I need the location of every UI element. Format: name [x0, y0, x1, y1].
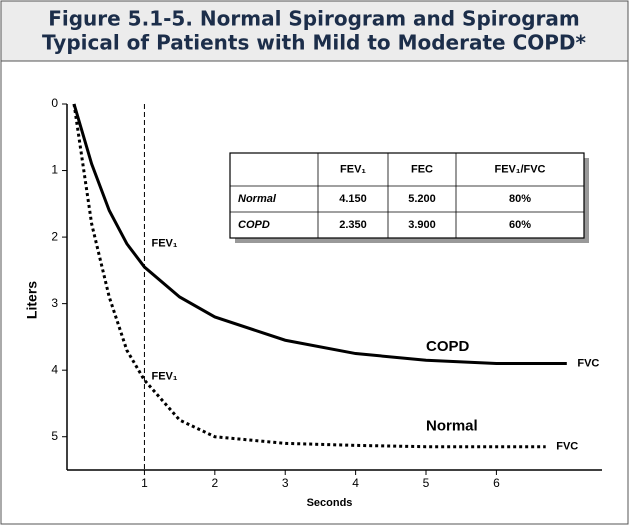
- title-band: [0, 0, 629, 62]
- x-tick-label: 2: [211, 476, 218, 490]
- annotation: FVC: [556, 441, 578, 453]
- table-cell: 2.350: [339, 219, 367, 231]
- annotation: FVC: [577, 357, 599, 369]
- table-cell: Normal: [238, 193, 277, 205]
- x-tick-label: 1: [141, 476, 148, 490]
- table-cell: 60%: [509, 219, 531, 231]
- table-header: FEV₁: [340, 163, 366, 175]
- series-label: Normal: [426, 418, 478, 435]
- table-cell: COPD: [238, 219, 270, 231]
- title: Figure 5.1-5. Normal Spirogram and Spiro…: [48, 7, 580, 31]
- annotation: FEV₁: [151, 371, 177, 383]
- table-header: FEV₁/FVC: [495, 163, 546, 175]
- x-tick-label: 4: [352, 476, 359, 490]
- spirogram-line: [72, 103, 567, 366]
- y-tick-label: 3: [51, 296, 58, 310]
- y-axis-label: Liters: [24, 281, 40, 319]
- x-tick-label: 5: [423, 476, 430, 490]
- series-label: COPD: [426, 338, 470, 355]
- title: Typical of Patients with Mild to Moderat…: [42, 31, 586, 55]
- table-cell: 5.200: [408, 193, 436, 205]
- annotation: FEV₁: [151, 238, 177, 250]
- y-tick-label: 5: [51, 429, 58, 443]
- x-axis-label: Seconds: [307, 497, 353, 509]
- y-tick-label: 2: [51, 229, 58, 243]
- y-tick-label: 4: [51, 362, 58, 376]
- table-bg: [229, 152, 585, 239]
- x-tick-label: 6: [493, 476, 500, 490]
- y-tick-label: 1: [51, 163, 58, 177]
- y-tick-label: 0: [51, 96, 58, 110]
- table-cell: 3.900: [408, 219, 436, 231]
- table-header: FEC: [411, 163, 433, 175]
- table-cell: 4.150: [339, 193, 367, 205]
- x-tick-label: 3: [282, 476, 289, 490]
- table-cell: 80%: [509, 193, 531, 205]
